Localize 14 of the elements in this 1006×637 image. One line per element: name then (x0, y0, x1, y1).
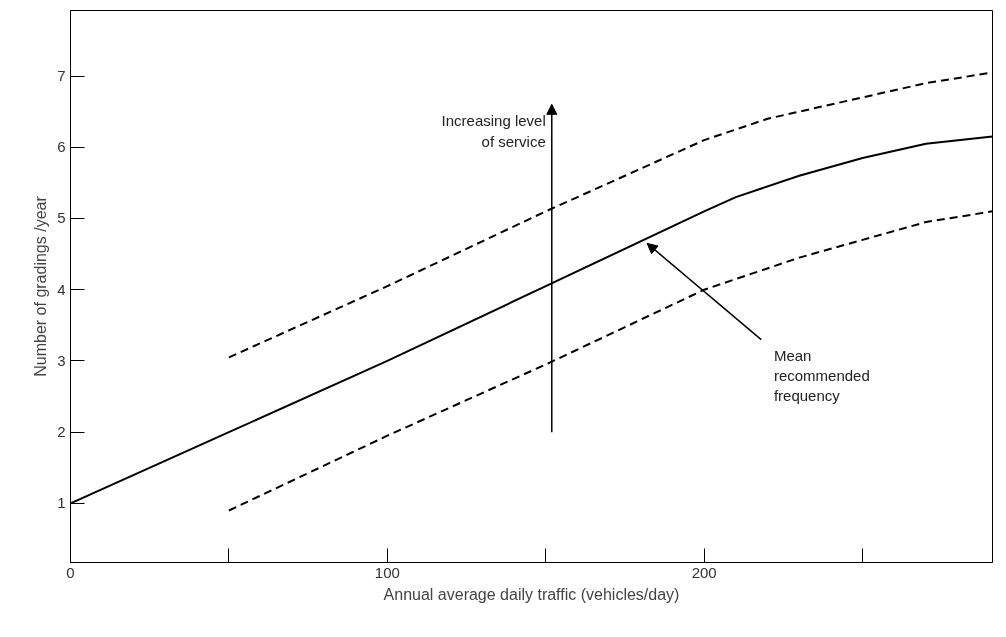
y-tick-label: 3 (57, 351, 66, 369)
y-tick-label: 6 (57, 138, 66, 156)
x-tick-label: 200 (691, 563, 717, 581)
annotation: Mean recommended frequency (773, 346, 870, 405)
y-tick-label: 2 (57, 423, 66, 441)
y-axis-title: Number of gradings /year (32, 195, 50, 377)
annotation: Increasing level of service (441, 112, 546, 150)
y-tick-label: 4 (57, 280, 66, 298)
y-tick-label: 7 (57, 67, 66, 85)
x-axis-title: Annual average daily traffic (vehicles/day) (383, 585, 680, 603)
x-tick-label: 0 (66, 563, 75, 581)
y-tick-label: 5 (57, 209, 66, 227)
x-tick-label: 100 (374, 563, 400, 581)
y-tick-label: 1 (57, 494, 66, 512)
